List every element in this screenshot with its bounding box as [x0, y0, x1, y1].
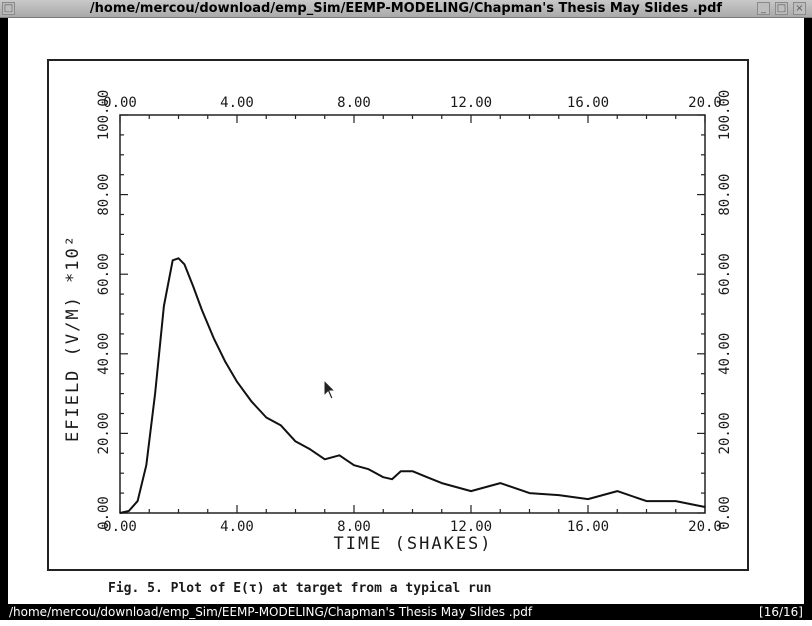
x-tick-label-top: 4.00 — [220, 95, 254, 111]
y-axis-label: EFIELD (V/M) *10² — [63, 234, 83, 442]
y-tick-label-left: 0.00 — [96, 496, 112, 530]
tick-labels: 0.000.004.004.008.008.0012.0012.0016.001… — [96, 90, 733, 535]
pdf-page: 0.000.004.004.008.008.0012.0012.0016.001… — [47, 59, 749, 596]
x-tick-label-bottom: 8.00 — [337, 519, 371, 535]
y-tick-label-left: 80.00 — [96, 174, 112, 216]
minimize-button[interactable]: _ — [757, 2, 770, 15]
status-file-path: /home/mercou/download/emp_Sim/EEMP-MODEL… — [9, 605, 533, 619]
y-tick-label-right: 100.00 — [717, 90, 733, 141]
x-tick-label-top: 0.00 — [103, 95, 137, 111]
title-bar[interactable]: □ /home/mercou/download/emp_Sim/EEMP-MOD… — [0, 0, 812, 18]
x-tick-label-top: 16.00 — [567, 95, 609, 111]
y-tick-label-left: 20.00 — [96, 412, 112, 454]
x-axis-label: TIME (SHAKES) — [333, 534, 492, 554]
mouse-pointer-icon — [323, 378, 337, 400]
document-view[interactable]: 0.00 0.00 4.00 4.00 8.00 8.00 12.00 12.00 16.00 1… — [8, 18, 804, 604]
x-tick-label-bottom: 12.00 — [450, 519, 492, 535]
figure-frame — [47, 59, 749, 571]
window-menu-button[interactable]: □ — [2, 2, 15, 15]
y-tick-label-left: 40.00 — [96, 333, 112, 375]
x-tick-label-top: 12.00 — [450, 95, 492, 111]
page-indicator: [16/16] — [759, 605, 803, 619]
x-tick-label-top: 8.00 — [337, 95, 371, 111]
y-tick-label-right: 60.00 — [717, 253, 733, 295]
y-tick-label-right: 20.00 — [717, 412, 733, 454]
x-tick-label-bottom: 4.00 — [220, 519, 254, 535]
maximize-button[interactable]: □ — [775, 2, 788, 15]
x-tick-label-bottom: 16.00 — [567, 519, 609, 535]
y-tick-label-left: 60.00 — [96, 253, 112, 295]
x-tick-label-bottom: 20.0 — [688, 519, 722, 535]
status-bar: /home/mercou/download/emp_Sim/EEMP-MODEL… — [0, 604, 812, 620]
y-tick-label-right: 40.00 — [717, 333, 733, 375]
efield-curve — [119, 257, 706, 514]
figure-caption: Fig. 5. Plot of E(τ) at target from a ty… — [108, 581, 492, 596]
y-tick-label-right: 80.00 — [717, 174, 733, 216]
x-tick-label-top: 20.0 — [688, 95, 722, 111]
tick-marks — [119, 114, 706, 514]
bottom-edge — [0, 620, 812, 626]
close-button[interactable]: × — [793, 2, 806, 15]
y-tick-label-right: 0.00 — [717, 496, 733, 530]
y-tick-label-left: 100.00 — [96, 90, 112, 141]
plot-area — [119, 114, 706, 514]
x-tick-label-bottom: 0.00 — [103, 519, 137, 535]
window-title: /home/mercou/download/emp_Sim/EEMP-MODEL… — [89, 1, 723, 16]
